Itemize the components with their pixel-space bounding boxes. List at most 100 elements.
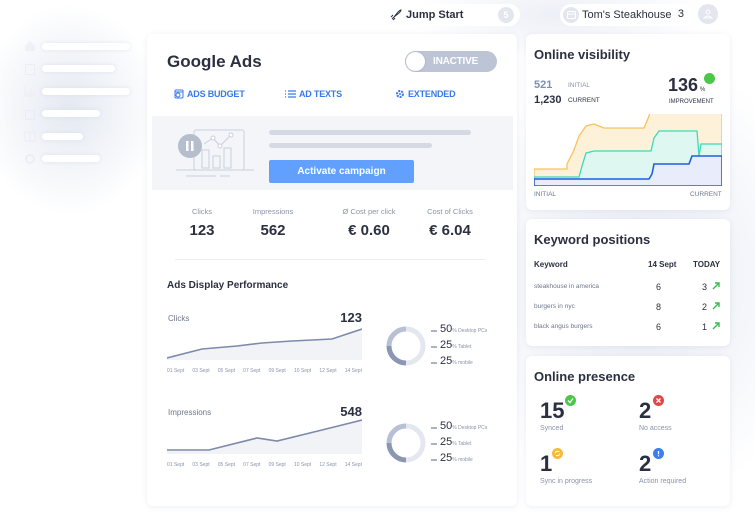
activate-campaign-button[interactable]: Activate campaign [269, 160, 414, 183]
stat-label: Ø Cost per click [342, 207, 396, 216]
visibility-chart [534, 114, 722, 186]
stat-clicks: Clicks 123 [177, 207, 227, 239]
sidebar-item-guides[interactable] [24, 130, 134, 142]
presence-count: 15 [540, 398, 565, 423]
x-tick: 14 Sept [344, 462, 362, 468]
google-ads-tabs: ADS BUDGET AD TEXTS EXTENDED [174, 89, 494, 103]
arrow-up-right-icon [712, 302, 720, 310]
header-previous: 14 Sept [648, 260, 677, 269]
sidebar-item-reports[interactable] [24, 85, 134, 97]
x-tick: 10 Sept [293, 462, 312, 468]
initial-value: 521 [534, 79, 553, 91]
book-icon [24, 131, 36, 142]
previous-position: 6 [656, 282, 662, 292]
keyword-row: burgers in nyc 8 2 [534, 302, 722, 314]
presence-no-access: 2 No access [639, 395, 672, 432]
tab-ads-budget[interactable]: ADS BUDGET [174, 89, 245, 99]
performance-title: Ads Display Performance [167, 280, 289, 291]
current-label: CURRENT [568, 97, 600, 104]
x-tick: 09 Sept [268, 462, 286, 468]
presence-label: No access [639, 425, 672, 432]
sidebar-label-placeholder [42, 110, 100, 117]
paused-campaign-illustration [176, 129, 254, 177]
gear-icon [396, 90, 404, 98]
online-visibility-card[interactable]: Online visibility 521 INITIAL 1,230 CURR… [526, 34, 730, 210]
clicks-line [167, 328, 362, 360]
info-icon [653, 448, 664, 459]
sidebar-item-home[interactable] [24, 40, 134, 52]
jump-start-button[interactable]: Jump Start 5 [382, 4, 520, 26]
sidebar-label-placeholder [42, 87, 130, 95]
budget-icon [174, 89, 184, 99]
x-tick: 01 Sept [167, 368, 185, 374]
legend-row: 25% Tablet [431, 436, 511, 452]
keyword-text: burgers in nyc [534, 303, 575, 310]
x-tick: 12 Sept [319, 368, 337, 374]
legend-row: 50% Desktop PCs [431, 420, 511, 436]
legend-row: 25% mobile [431, 355, 511, 371]
header-keyword: Keyword [534, 260, 568, 269]
sidebar-item-tasks[interactable] [24, 63, 134, 75]
gear-icon [25, 153, 35, 164]
text-placeholder [269, 143, 432, 148]
stat-value: 123 [189, 222, 215, 239]
store-icon [563, 7, 579, 23]
tab-label: EXTENDED [408, 89, 456, 99]
check-icon [565, 395, 576, 406]
text-placeholder [269, 130, 471, 135]
activate-campaign-banner: Activate campaign [152, 116, 513, 190]
google-ads-title: Google Ads [167, 52, 262, 71]
restaurant-selector[interactable]: Tom's Steakhouse 3 [560, 4, 694, 26]
toggle-knob [406, 52, 425, 71]
device-donut-chart-clicks [386, 326, 426, 366]
today-position: 3 [702, 282, 708, 292]
keyword-positions-card[interactable]: Keyword positions Keyword 14 Sept TODAY … [526, 219, 730, 346]
stat-value: € 6.04 [429, 222, 471, 239]
device-donut-chart-impressions [386, 423, 426, 463]
user-avatar[interactable] [698, 4, 718, 24]
previous-position: 6 [656, 322, 662, 332]
device-legend-clicks: 50% Desktop PCs 25% Tablet 25% mobile [431, 323, 511, 371]
tab-ad-texts[interactable]: AD TEXTS [285, 89, 342, 99]
restaurant-count: 3 [677, 8, 684, 20]
x-tick: 05 Sept [217, 462, 236, 468]
card-title: Online presence [534, 369, 636, 384]
stat-impressions: Impressions 562 [243, 207, 303, 239]
chart-total: 548 [340, 404, 362, 419]
chart-title: Impressions [168, 408, 212, 417]
sidebar-label-placeholder [42, 132, 83, 140]
error-icon [653, 395, 664, 406]
campaign-status-toggle[interactable]: INACTIVE [405, 51, 497, 72]
rocket-icon [390, 9, 402, 21]
x-tick: 03 Sept [192, 368, 210, 374]
sidebar-item-settings[interactable] [24, 153, 134, 165]
tab-extended[interactable]: EXTENDED [395, 89, 456, 99]
presence-label: Action required [639, 478, 687, 485]
presence-label: Sync in progress [540, 478, 593, 485]
sidebar-label-placeholder [42, 42, 130, 50]
ads-stats: Clicks 123 Impressions 562 Ø Cost per cl… [147, 207, 517, 247]
card-title: Keyword positions [534, 232, 651, 247]
x-tick: 01 Sept [167, 462, 185, 468]
card-title: Online visibility [534, 47, 631, 62]
improvement-label: IMPROVEMENT [669, 99, 714, 105]
online-presence-card[interactable]: Online presence 15 Synced 2 No access 1 … [526, 356, 730, 506]
jump-start-label: Jump Start [406, 9, 464, 21]
legend-row: 25% Tablet [431, 339, 511, 355]
x-tick: 03 Sept [192, 462, 210, 468]
google-ads-card: Google Ads INACTIVE ADS BUDGET AD TEXTS … [147, 34, 517, 506]
clicks-chart: Clicks 123 01 Sept 03 Sept 05 Sept 07 Se… [167, 310, 362, 379]
initial-label: INITIAL [568, 82, 591, 89]
keyword-text: steakhouse in america [534, 283, 600, 290]
header-today: TODAY [693, 260, 721, 269]
impressions-line [167, 419, 362, 454]
presence-sync-in-progress: 1 Sync in progress [540, 448, 593, 485]
calendar-icon [25, 109, 35, 120]
trending-up-icon [704, 73, 715, 84]
tab-label: AD TEXTS [299, 89, 342, 99]
x-tick: 07 Sept [243, 462, 261, 468]
improvement-unit: % [700, 87, 706, 93]
sidebar-item-calendar[interactable] [24, 108, 134, 120]
stat-cost-per-click: Ø Cost per click € 0.60 [319, 207, 419, 239]
divider [175, 259, 486, 260]
